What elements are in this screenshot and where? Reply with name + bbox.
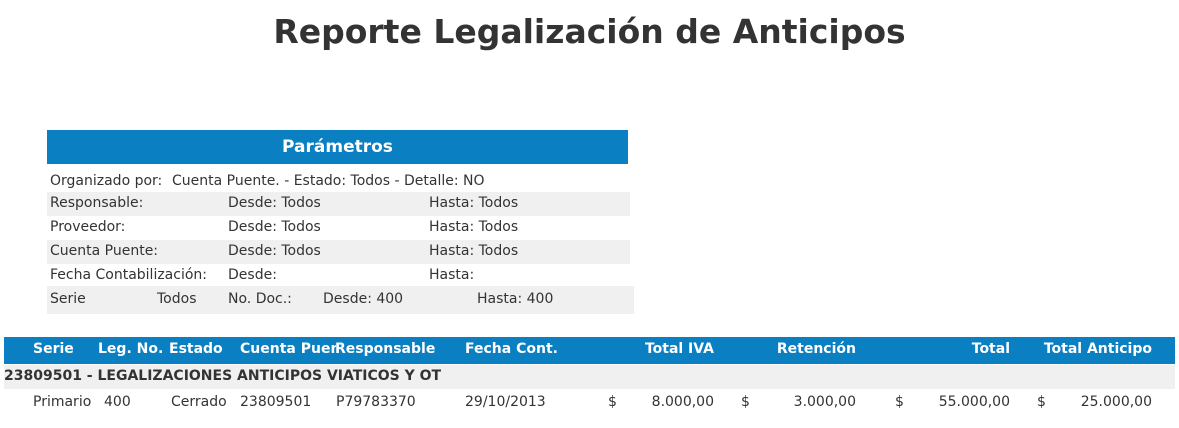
param-row-proveedor: Proveedor: Desde: Todos Hasta: Todos	[47, 216, 630, 240]
nodoc-hasta: Hasta: 400	[477, 291, 554, 307]
page-title: Reporte Legalización de Anticipos	[273, 12, 906, 51]
param-row-organizado: Organizado por: Cuenta Puente. - Estado:…	[47, 170, 628, 194]
cell-total-iva: 8.000,00	[651, 394, 714, 410]
cell-serie: Primario	[33, 394, 92, 410]
serie-value: Todos	[157, 291, 197, 307]
group-label: 23809501 - LEGALIZACIONES ANTICIPOS VIAT…	[4, 368, 442, 384]
organizado-value: Cuenta Puente. - Estado: Todos - Detalle…	[172, 173, 485, 189]
cell-total: 55.000,00	[938, 394, 1010, 410]
col-total-anticipo: Total Anticipo	[1043, 341, 1152, 357]
param-hasta: Hasta: Todos	[429, 195, 519, 211]
param-desde: Desde:	[228, 267, 277, 283]
param-row-serie: Serie Todos No. Doc.: Desde: 400 Hasta: …	[47, 286, 634, 314]
param-hasta: Hasta: Todos	[429, 219, 519, 235]
serie-label: Serie	[50, 291, 86, 307]
param-label: Cuenta Puente:	[50, 243, 159, 259]
organizado-label: Organizado por:	[50, 173, 163, 189]
cell-estado: Cerrado	[171, 394, 227, 410]
col-responsable: Responsable	[335, 341, 436, 357]
param-desde: Desde: Todos	[228, 243, 321, 259]
group-header-row: 23809501 - LEGALIZACIONES ANTICIPOS VIAT…	[4, 365, 1175, 389]
cell-total-anticipo: 25.000,00	[1080, 394, 1152, 410]
param-hasta: Hasta: Todos	[429, 243, 519, 259]
cell-fecha: 29/10/2013	[465, 394, 546, 410]
param-row-fecha: Fecha Contabilización: Desde: Hasta:	[47, 264, 630, 288]
cell-responsable: P79783370	[336, 394, 416, 410]
currency-symbol: $	[608, 394, 617, 410]
col-estado: Estado	[169, 341, 223, 357]
col-total: Total	[971, 341, 1010, 357]
col-total-iva: Total IVA	[644, 341, 714, 357]
table-row: Primario 400 Cerrado 23809501 P79783370 …	[4, 391, 1175, 415]
param-row-cuenta-puente: Cuenta Puente: Desde: Todos Hasta: Todos	[47, 240, 630, 264]
currency-symbol: $	[1037, 394, 1046, 410]
col-cuenta-puente: Cuenta Puent	[240, 341, 336, 357]
parameters-header: Parámetros	[47, 130, 628, 164]
param-desde: Desde: Todos	[228, 219, 321, 235]
param-desde: Desde: Todos	[228, 195, 321, 211]
col-fecha-cont: Fecha Cont.	[465, 341, 558, 357]
param-label: Responsable:	[50, 195, 144, 211]
nodoc-desde: Desde: 400	[323, 291, 404, 307]
param-label: Proveedor:	[50, 219, 126, 235]
currency-symbol: $	[895, 394, 904, 410]
col-retencion: Retención	[776, 341, 856, 357]
cell-retencion: 3.000,00	[793, 394, 856, 410]
cell-leg-no: 400	[104, 394, 131, 410]
col-leg-no: Leg. No.	[98, 341, 164, 357]
param-row-responsable: Responsable: Desde: Todos Hasta: Todos	[47, 192, 630, 216]
nodoc-label: No. Doc.:	[228, 291, 292, 307]
table-header: Serie Leg. No. Estado Cuenta Puent Respo…	[4, 337, 1175, 364]
param-hasta: Hasta:	[429, 267, 475, 283]
cell-cuenta: 23809501	[240, 394, 312, 410]
param-label: Fecha Contabilización:	[50, 267, 208, 283]
currency-symbol: $	[741, 394, 750, 410]
col-serie: Serie	[33, 341, 74, 357]
